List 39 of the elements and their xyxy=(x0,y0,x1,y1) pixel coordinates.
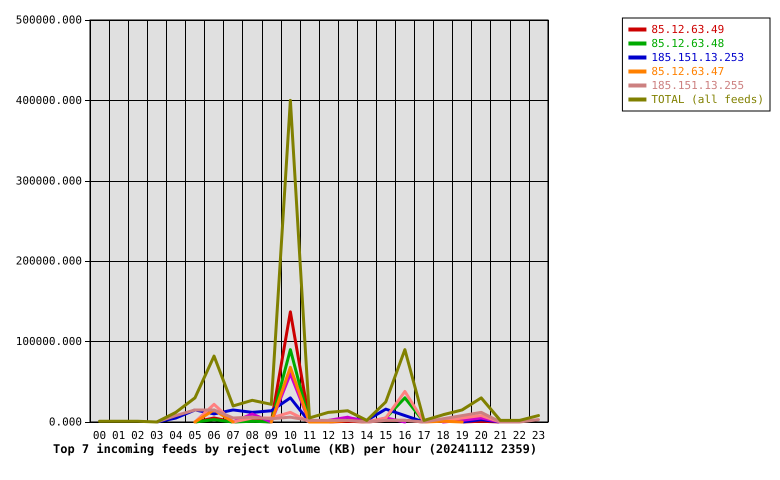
x-tick-label: 08 xyxy=(246,429,259,442)
x-tick-label: 20 xyxy=(474,429,488,442)
x-tick-label: 10 xyxy=(284,429,297,442)
x-tick-label: 00 xyxy=(92,429,106,442)
legend-label: 185.151.13.255 xyxy=(651,79,744,92)
x-tick-label: 12 xyxy=(322,429,336,442)
legend-label: 85.12.63.49 xyxy=(651,23,724,36)
x-tick-label: 11 xyxy=(302,429,316,442)
x-tick-label: 13 xyxy=(341,429,354,442)
y-tick-label: 400000.000 xyxy=(16,94,82,107)
x-tick-label: 22 xyxy=(512,429,526,442)
legend-label: 85.12.63.48 xyxy=(651,37,724,50)
x-tick-label: 06 xyxy=(207,429,221,442)
y-tick-label: 0.000 xyxy=(48,416,82,428)
y-tick-label: 500000.000 xyxy=(16,14,82,26)
line-series xyxy=(98,98,540,424)
x-tick-label: 15 xyxy=(379,429,392,442)
x-tick-label: 14 xyxy=(360,429,374,442)
x-tick-label: 03 xyxy=(150,429,164,442)
x-tick-label: 09 xyxy=(264,429,278,442)
x-tick-label: 21 xyxy=(494,429,507,442)
x-tick-label: 23 xyxy=(532,429,546,442)
y-tick-label: 200000.000 xyxy=(16,254,82,268)
x-tick-label: 05 xyxy=(188,429,202,442)
x-tick-label: 07 xyxy=(226,429,240,442)
line-series xyxy=(155,408,540,424)
text: Top 7 incoming feeds by reject volume (KB) per hour (20241112 2359) xyxy=(53,442,538,456)
x-tick-label: 19 xyxy=(456,429,469,442)
legend-label: 85.12.63.47 xyxy=(651,65,724,78)
x-tick-label: 04 xyxy=(169,429,183,442)
x-tick-label: 18 xyxy=(436,429,450,442)
x-tick-label: 01 xyxy=(112,429,126,442)
x-tick-label: 16 xyxy=(398,429,412,442)
y-tick-label: 300000.000 xyxy=(16,174,82,188)
x-tick-label: 02 xyxy=(131,429,144,442)
x-tick-label: 17 xyxy=(417,429,431,442)
legend-label: TOTAL (all feeds) xyxy=(651,93,764,106)
legend-label: 185.151.13.253 xyxy=(651,51,744,64)
y-tick-label: 100000.000 xyxy=(16,335,82,348)
